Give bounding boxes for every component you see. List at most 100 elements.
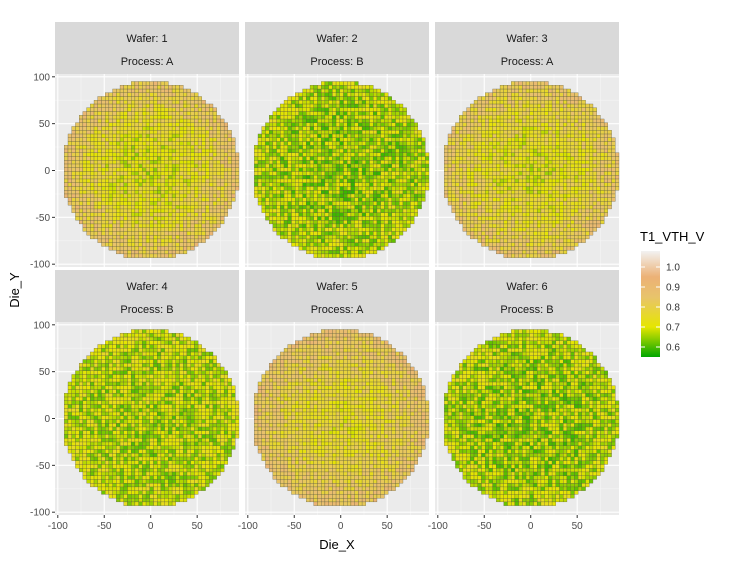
die-cell <box>603 145 609 150</box>
die-cell <box>313 148 318 153</box>
die-cell <box>272 126 277 131</box>
die-cell <box>335 160 340 165</box>
die-cell <box>302 100 307 105</box>
die-cell <box>153 182 158 187</box>
die-cell <box>127 111 132 116</box>
die-cell <box>190 115 195 120</box>
die-cell <box>522 160 527 165</box>
die-cell <box>75 141 80 146</box>
die-cell <box>175 88 180 93</box>
die-cell <box>82 212 87 217</box>
die-cell <box>101 182 106 187</box>
die-cell <box>496 205 501 210</box>
die-cell <box>376 92 381 97</box>
die-cell <box>168 96 173 101</box>
die-cell <box>577 216 582 221</box>
die-cell <box>123 231 128 236</box>
die-cell <box>291 212 296 217</box>
die-cell <box>570 197 575 202</box>
die-cell <box>291 175 296 180</box>
die-cell <box>86 186 91 191</box>
die-cell <box>82 201 87 206</box>
die-cell <box>566 212 571 217</box>
die-cell <box>566 163 571 168</box>
die-cell <box>350 249 355 255</box>
die-cell <box>287 160 292 165</box>
die-cell <box>171 126 176 131</box>
die-cell <box>332 216 337 221</box>
die-cell <box>470 156 475 161</box>
die-cell <box>380 171 385 176</box>
die-cell <box>101 197 106 202</box>
die-cell <box>507 249 512 255</box>
die-cell <box>201 145 206 150</box>
die-cell <box>86 126 91 131</box>
die-cell <box>86 118 91 123</box>
die-cell <box>339 246 344 251</box>
die-cell <box>175 201 180 206</box>
die-cell <box>186 212 191 217</box>
die-cell <box>75 175 80 180</box>
die-cell <box>339 197 344 202</box>
die-cell <box>350 234 355 240</box>
die-cell <box>544 249 549 255</box>
die-cell <box>559 246 564 251</box>
die-cell <box>295 227 300 232</box>
die-cell <box>108 100 113 105</box>
die-cell <box>321 163 326 168</box>
die-cell <box>112 96 117 101</box>
die-cell <box>551 193 556 198</box>
die-cell <box>313 156 318 161</box>
die-cell <box>391 111 396 116</box>
die-cell <box>481 231 486 236</box>
die-cell <box>123 190 128 195</box>
die-cell <box>131 85 136 90</box>
die-cell <box>295 152 300 157</box>
die-cell <box>387 167 392 172</box>
die-cell <box>563 160 568 165</box>
die-cell <box>544 242 549 247</box>
die-cell <box>90 148 95 153</box>
die-cell <box>585 205 590 210</box>
die-cell <box>82 148 87 153</box>
die-cell <box>339 167 344 172</box>
die-cell <box>589 137 594 142</box>
die-cell <box>373 186 378 191</box>
die-cell <box>123 100 128 105</box>
die-cell <box>477 163 482 168</box>
die-cell <box>481 223 486 228</box>
die-cell <box>525 223 530 228</box>
die-cell <box>157 208 162 213</box>
die-cell <box>496 223 501 228</box>
die-cell <box>171 152 176 157</box>
die-cell <box>499 216 504 221</box>
die-cell <box>269 167 274 172</box>
die-cell <box>417 130 422 135</box>
die-cell <box>131 156 136 161</box>
die-cell <box>361 126 366 131</box>
die-cell <box>212 220 217 225</box>
die-cell <box>179 186 184 191</box>
die-cell <box>525 152 530 157</box>
die-cell <box>596 201 601 206</box>
die-cell <box>64 175 69 180</box>
die-cell <box>295 118 300 123</box>
die-cell <box>179 182 184 187</box>
die-cell <box>119 122 124 127</box>
die-cell <box>168 246 173 251</box>
die-cell <box>205 156 210 161</box>
die-cell <box>518 130 523 135</box>
die-cell <box>105 186 110 191</box>
die-cell <box>302 234 307 240</box>
die-cell <box>537 197 542 202</box>
die-cell <box>496 242 501 247</box>
die-cell <box>205 171 210 176</box>
die-cell <box>105 126 110 131</box>
die-cell <box>175 216 180 221</box>
die-cell <box>153 88 158 93</box>
die-cell <box>265 175 270 180</box>
die-cell <box>455 130 460 135</box>
die-cell <box>183 227 188 232</box>
die-cell <box>97 201 102 206</box>
die-cell <box>555 156 560 161</box>
